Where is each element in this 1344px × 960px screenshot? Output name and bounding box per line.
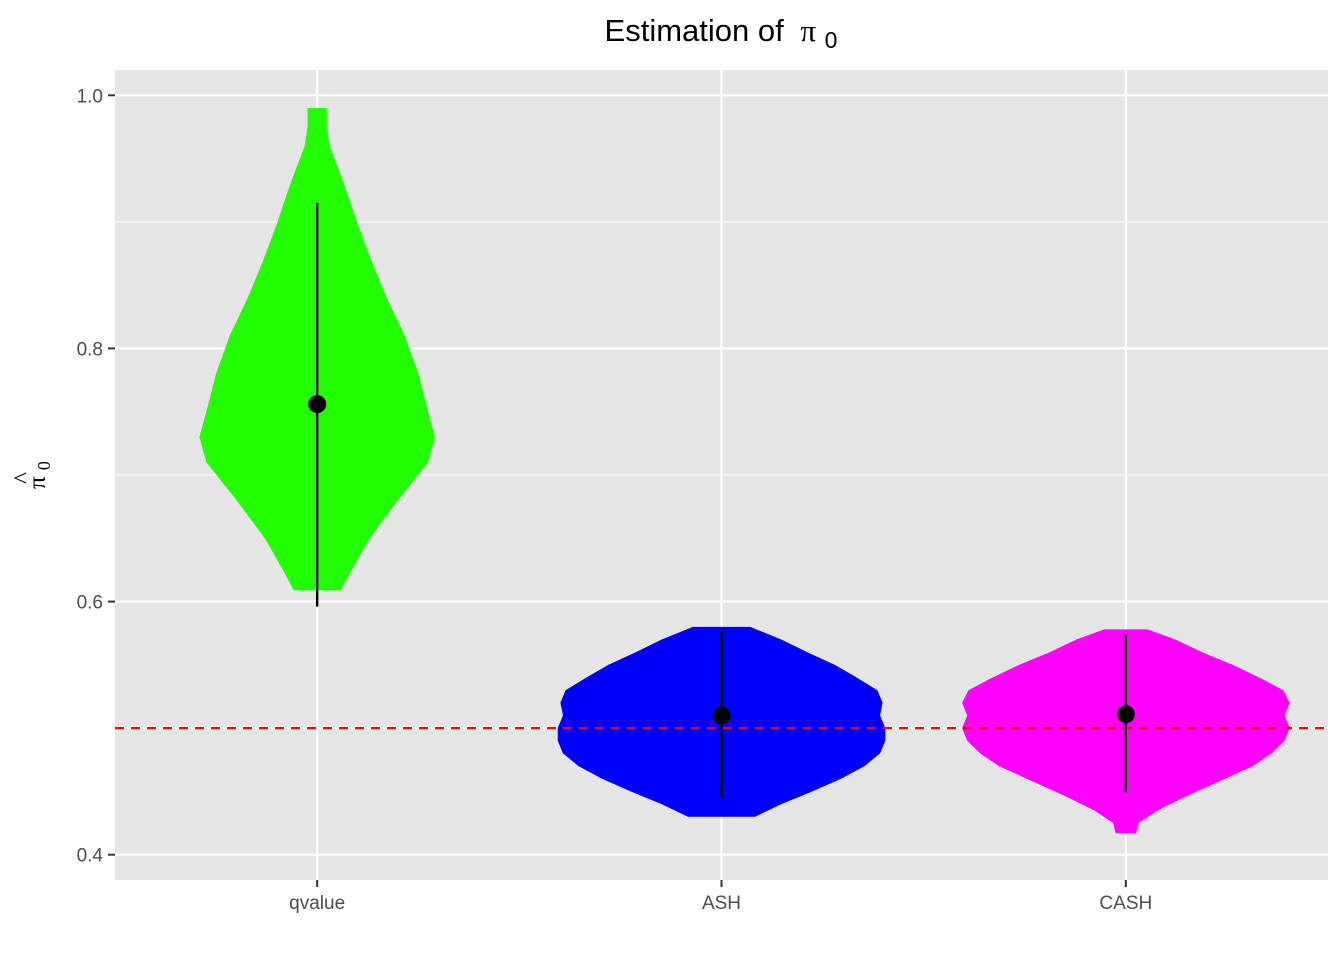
mean-point-qvalue (308, 395, 327, 414)
x-tick-label: qvalue (289, 893, 345, 914)
chart-title-subscript: 0 (825, 27, 838, 53)
y-axis-title-symbol: π (24, 476, 51, 489)
mean-point-CASH (1116, 705, 1135, 724)
chart-title: Estimation of π 0 (605, 13, 838, 53)
y-tick-label: 0.4 (77, 846, 104, 867)
y-axis-title: π 0 ^ (10, 461, 54, 489)
svg-text:π 0: π 0 (24, 461, 54, 489)
chart-title-symbol: π (800, 13, 816, 48)
y-tick-label: 1.0 (77, 86, 103, 107)
y-tick-label: 0.8 (77, 339, 103, 360)
chart-title-text: Estimation of (605, 13, 785, 48)
axes: 0.4 0.6 0.8 1.0 qvalue ASH CASH (77, 86, 1153, 914)
y-axis-title-subscript: 0 (34, 461, 54, 470)
x-tick-label: CASH (1099, 893, 1152, 914)
summary-marks (308, 202, 1135, 798)
y-tick-label: 0.6 (77, 593, 103, 614)
mean-point-ASH (712, 706, 731, 725)
x-tick-label: ASH (702, 893, 741, 914)
y-axis-title-hat: ^ (10, 472, 37, 484)
svg-text:Estimation of π 0: Estimation of π 0 (605, 13, 838, 53)
